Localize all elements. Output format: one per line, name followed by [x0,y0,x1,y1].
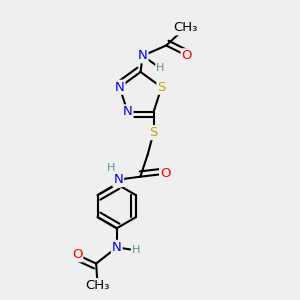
Text: S: S [149,126,158,139]
Text: O: O [182,49,192,62]
Text: O: O [72,248,82,261]
Text: N: N [113,173,123,186]
Text: N: N [138,49,148,62]
Text: N: N [112,241,122,254]
Text: CH₃: CH₃ [85,279,110,292]
Text: H: H [132,245,140,255]
Text: H: H [156,63,164,73]
Text: N: N [115,81,124,94]
Text: O: O [160,167,171,180]
Text: N: N [123,105,133,119]
Text: CH₃: CH₃ [173,21,197,34]
Text: H: H [107,163,115,173]
Text: S: S [158,81,166,94]
